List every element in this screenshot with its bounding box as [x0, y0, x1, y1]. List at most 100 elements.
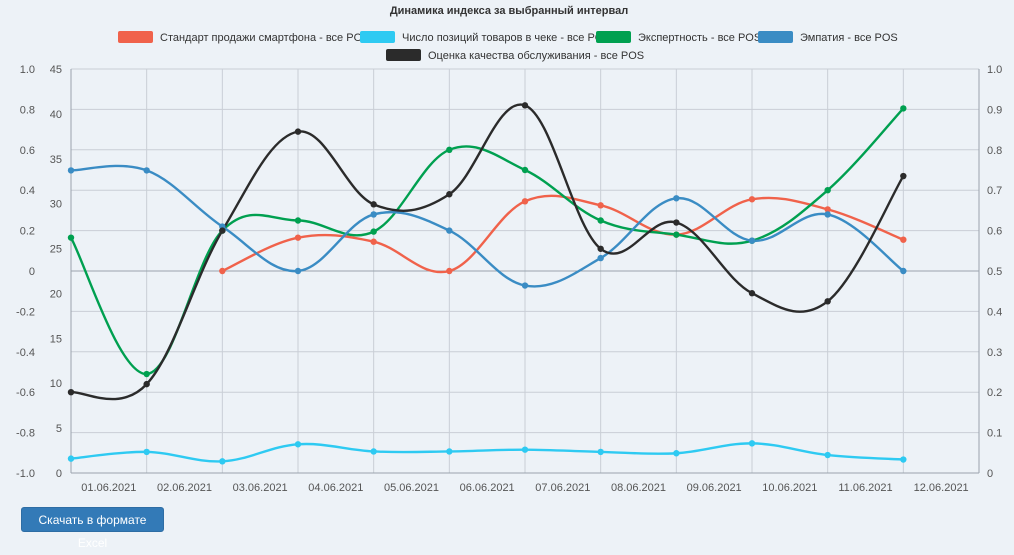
data-point-series-5 [143, 380, 150, 388]
download-excel-button[interactable]: Скачать в формате Excel [21, 507, 164, 550]
data-point-series-2 [900, 456, 907, 463]
data-point-series-4 [597, 254, 604, 262]
data-point-series-1 [219, 267, 226, 275]
legend-label: Эмпатия - все POS [800, 32, 898, 44]
data-point-series-5 [824, 298, 831, 305]
y-right-tick-label: 0.1 [987, 428, 1002, 440]
y-left-inner-tick-label: 35 [50, 154, 62, 166]
series-line-2 [69, 442, 905, 463]
y-left-inner-tick-label: 45 [50, 64, 62, 76]
data-point-series-5 [673, 219, 680, 226]
x-tick-label: 06.06.2021 [460, 482, 515, 494]
y-right-tick-label: 1.0 [987, 64, 1002, 76]
data-point-series-2 [446, 448, 453, 455]
data-point-series-4 [900, 267, 907, 275]
data-point-series-5 [748, 290, 756, 297]
x-tick-label: 08.06.2021 [611, 482, 666, 494]
legend-swatch [386, 49, 421, 61]
series-line-1 [221, 194, 905, 274]
y-left-outer-tick-label: 1.0 [20, 64, 35, 76]
x-tick-label: 03.06.2021 [233, 482, 288, 494]
data-point-series-5 [446, 191, 453, 198]
data-point-series-2 [748, 440, 756, 447]
data-point-series-2 [597, 448, 604, 456]
data-point-series-1 [748, 196, 756, 203]
y-left-outer-tick-label: 0.4 [20, 185, 35, 197]
y-right-tick-label: 0.7 [987, 185, 1002, 197]
y-right-tick-label: 0.9 [987, 104, 1002, 116]
y-right-tick-label: 0.4 [987, 306, 1002, 318]
data-point-series-1 [824, 206, 831, 213]
x-tick-label: 04.06.2021 [308, 482, 363, 494]
data-point-series-4 [824, 211, 831, 218]
y-right-tick-label: 0.2 [987, 387, 1002, 399]
legend-swatch [758, 31, 793, 43]
x-tick-label: 07.06.2021 [535, 482, 590, 494]
data-point-series-3 [673, 231, 680, 238]
y-left-outer-tick-label: -0.4 [16, 347, 35, 359]
data-point-series-2 [370, 448, 377, 455]
y-left-inner-tick-label: 25 [50, 244, 62, 256]
y-left-outer-tick-label: -0.2 [16, 306, 35, 318]
data-point-series-2 [521, 446, 529, 453]
data-point-series-3 [900, 105, 907, 112]
data-point-series-1 [597, 202, 604, 209]
data-point-series-4 [294, 267, 302, 275]
series-line-5 [69, 103, 905, 401]
x-tick-label: 02.06.2021 [157, 482, 212, 494]
y-left-outer-tick-label: 0.6 [20, 145, 35, 157]
y-right-tick-label: 0.8 [987, 145, 1002, 157]
data-point-series-1 [521, 198, 529, 205]
x-tick-label: 12.06.2021 [914, 482, 969, 494]
data-point-series-5 [900, 172, 907, 180]
data-point-series-5 [521, 102, 529, 109]
y-left-inner-tick-label: 10 [50, 378, 62, 390]
data-point-series-3 [824, 187, 831, 194]
line-chart: Динамика индекса за выбранный интервал С… [16, 5, 1002, 494]
chart-title: Динамика индекса за выбранный интервал [390, 5, 628, 17]
data-point-series-3 [521, 166, 529, 174]
data-point-series-1 [446, 267, 453, 275]
legend-item-4: Эмпатия - все POS [758, 31, 898, 44]
y-left-inner-tick-label: 15 [50, 333, 62, 345]
data-point-series-4 [521, 282, 529, 289]
chart-legend: Стандарт продажи смартфона - все POS Числ… [118, 31, 898, 62]
y-left-outer-tick-label: -1.0 [16, 468, 35, 480]
data-point-series-5 [370, 201, 377, 208]
x-tick-label: 10.06.2021 [762, 482, 817, 494]
series-points [67, 102, 907, 465]
legend-label: Оценка качества обслуживания - все POS [428, 50, 644, 62]
x-tick-label: 01.06.2021 [81, 482, 136, 494]
data-point-series-1 [294, 234, 302, 241]
data-point-series-3 [143, 370, 150, 378]
legend-label: Число позиций товаров в чеке - все POS [402, 32, 611, 44]
y-left-inner-tick-label: 0 [56, 468, 62, 480]
legend-item-2: Число позиций товаров в чеке - все POS [360, 31, 611, 44]
y-left-outer-tick-label: 0 [29, 266, 35, 278]
data-point-series-3 [597, 217, 604, 224]
y-left-inner-tick-label: 20 [50, 288, 62, 300]
y-right-tick-label: 0.3 [987, 347, 1002, 359]
data-point-series-3 [446, 146, 453, 153]
y-right-tick-label: 0.6 [987, 226, 1002, 238]
legend-swatch [360, 31, 395, 43]
y-right-tick-label: 0 [987, 468, 993, 480]
data-point-series-2 [143, 448, 150, 456]
chart-axes: 1.0 0.8 0.6 0.4 0.2 0 -0.2 -0.4 -0.6 -0.8 -1.0 45 40… [16, 64, 1002, 494]
legend-label: Экспертность - все POS [638, 32, 761, 44]
data-point-series-5 [67, 389, 75, 396]
y-left-outer-tick-label: 0.8 [20, 104, 35, 116]
x-tick-label: 11.06.2021 [838, 482, 892, 494]
x-tick-label: 05.06.2021 [384, 482, 439, 494]
y-right-tick-label: 0.5 [987, 266, 1002, 278]
legend-item-5: Оценка качества обслуживания - все POS [386, 49, 644, 62]
data-point-series-4 [67, 167, 75, 174]
data-point-series-3 [294, 217, 302, 224]
y-left-outer-tick-label: -0.6 [16, 387, 35, 399]
data-point-series-4 [370, 211, 377, 218]
data-point-series-4 [143, 167, 150, 174]
data-point-series-3 [370, 228, 377, 235]
y-left-inner-tick-label: 30 [50, 199, 62, 211]
data-point-series-1 [370, 238, 377, 245]
data-point-series-4 [446, 227, 453, 234]
